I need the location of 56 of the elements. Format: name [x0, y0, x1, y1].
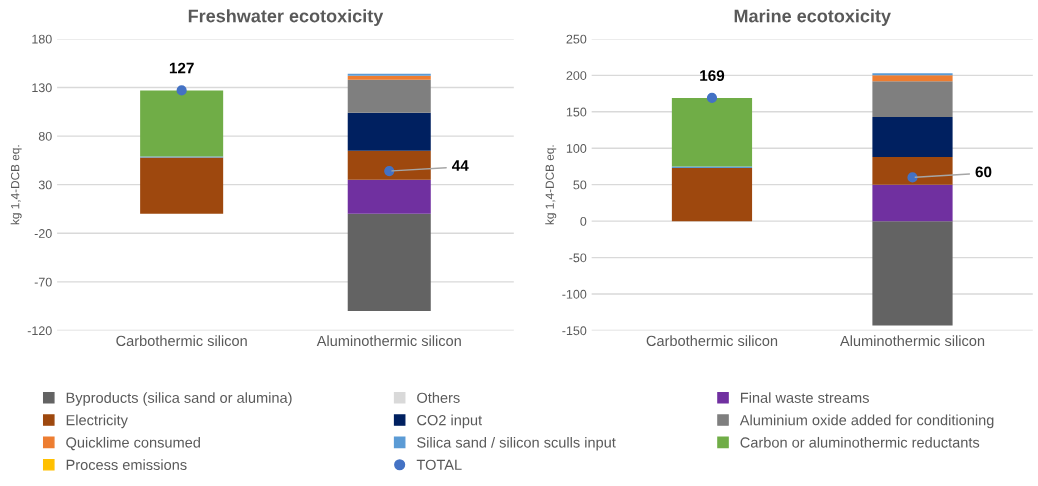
- data-label: 127: [169, 62, 194, 74]
- y-tick-label: -70: [34, 277, 52, 287]
- bar: [872, 73, 953, 76]
- bar: [872, 156, 953, 185]
- legend-label: Final waste streams: [740, 392, 869, 403]
- bar: [872, 116, 953, 157]
- legend-label: Aluminium oxide added for conditioning: [739, 414, 994, 429]
- x-tick-label: Carbothermic silicon: [646, 335, 778, 347]
- x-tick-label: Aluminothermic silicon: [316, 335, 461, 347]
- y-tick-label: 100: [566, 144, 587, 153]
- bar: [347, 75, 431, 80]
- bar: [347, 79, 431, 113]
- legend-label: Electricity: [66, 414, 128, 429]
- y-tick-label: -100: [562, 289, 587, 299]
- legend-label: Others: [417, 392, 460, 403]
- bar: [671, 167, 753, 222]
- x-tick-label: Aluminothermic silicon: [839, 335, 985, 347]
- bar: [140, 90, 224, 157]
- bar: [347, 150, 431, 180]
- bar: [140, 157, 224, 214]
- chart-title: Marine ecotoxicity: [734, 9, 891, 26]
- y-tick-label: 200: [566, 71, 587, 80]
- legend-label: Quicklime consumed: [66, 436, 200, 451]
- y-axis-title: kg 1,4-DCB eq.: [545, 145, 557, 225]
- y-tick-label: 50: [573, 180, 587, 190]
- bar: [671, 97, 753, 167]
- bar: [872, 221, 953, 326]
- data-label: 60: [975, 166, 992, 178]
- bar: [872, 81, 953, 117]
- bar: [872, 75, 953, 82]
- y-tick-label: 30: [38, 180, 52, 190]
- legend-label: CO2 input: [417, 414, 482, 429]
- legend-label: Byproducts (silica sand or alumina): [66, 392, 292, 406]
- y-tick-label: -150: [562, 326, 587, 336]
- bar: [347, 179, 431, 214]
- y-axis-title: kg 1,4-DCB eq.: [10, 145, 22, 225]
- y-tick-label: 180: [32, 34, 52, 44]
- legend-label: TOTAL: [416, 459, 462, 470]
- bar: [872, 184, 953, 222]
- y-tick-label: 150: [566, 107, 587, 117]
- y-tick-label: -20: [34, 229, 52, 238]
- legend-label: Carbon or aluminothermic reductants: [740, 436, 980, 448]
- bar: [347, 213, 431, 312]
- bar: [347, 112, 431, 151]
- x-tick-label: Carbothermic silicon: [116, 335, 247, 347]
- y-tick-label: 0: [580, 216, 587, 226]
- data-label: 44: [451, 160, 469, 171]
- y-tick-label: 130: [32, 83, 52, 93]
- y-tick-label: 80: [38, 131, 52, 141]
- legend-label: Silica sand / silicon sculls input: [417, 436, 616, 451]
- y-tick-label: -120: [27, 326, 52, 336]
- data-label: 169: [700, 70, 725, 82]
- legend-label: Process emissions: [66, 459, 187, 470]
- y-tick-label: -50: [569, 253, 587, 263]
- chart-title: Freshwater ecotoxicity: [188, 9, 384, 26]
- y-tick-label: 250: [566, 34, 587, 44]
